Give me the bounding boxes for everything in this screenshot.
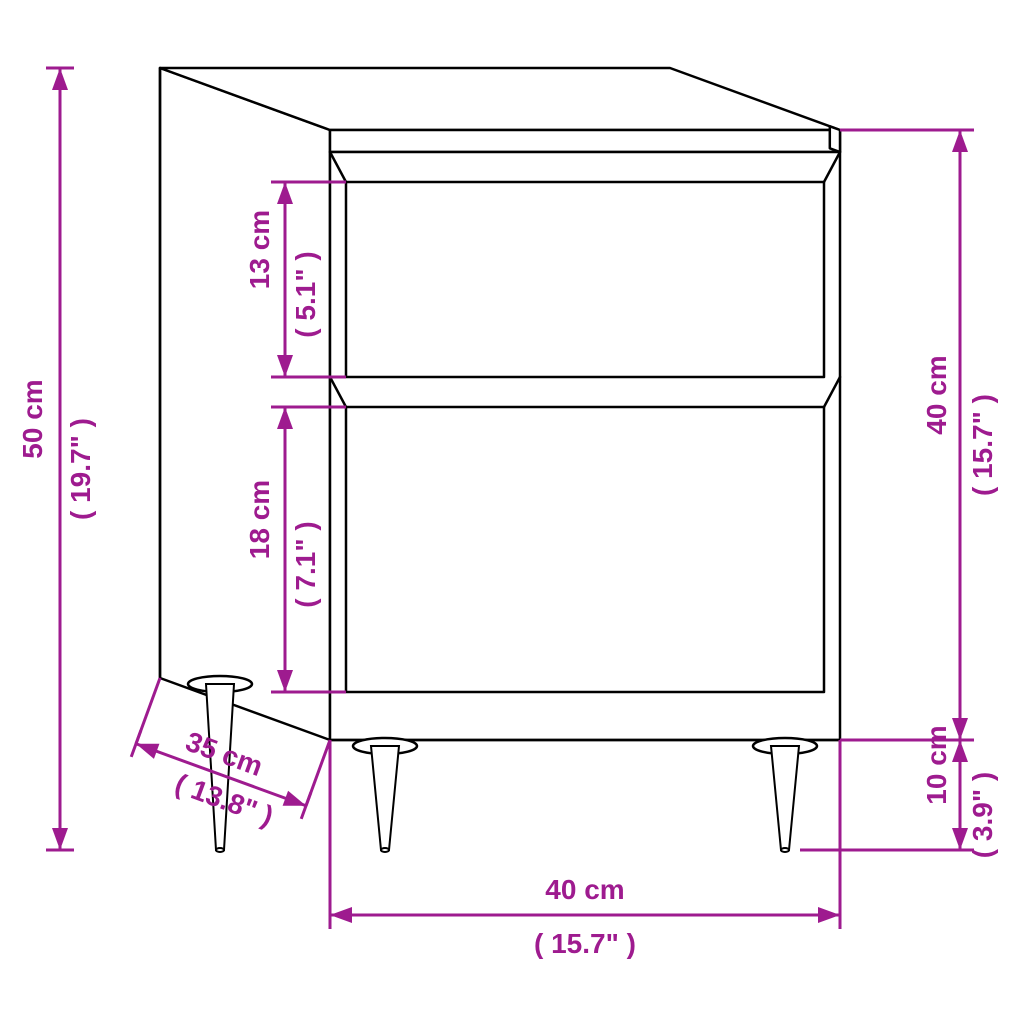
svg-text:( 15.7" ): ( 15.7" ) <box>534 928 636 959</box>
svg-text:40 cm: 40 cm <box>921 355 952 434</box>
svg-text:10 cm: 10 cm <box>921 725 952 804</box>
svg-text:( 7.1" ): ( 7.1" ) <box>290 521 321 607</box>
svg-text:18 cm: 18 cm <box>244 480 275 559</box>
svg-text:50 cm: 50 cm <box>17 379 48 458</box>
svg-text:( 19.7" ): ( 19.7" ) <box>65 418 96 520</box>
svg-text:40 cm: 40 cm <box>545 874 624 905</box>
svg-text:13 cm: 13 cm <box>244 210 275 289</box>
svg-text:( 5.1" ): ( 5.1" ) <box>290 251 321 337</box>
svg-text:( 3.9" ): ( 3.9" ) <box>967 772 998 858</box>
svg-text:( 15.7" ): ( 15.7" ) <box>967 394 998 496</box>
